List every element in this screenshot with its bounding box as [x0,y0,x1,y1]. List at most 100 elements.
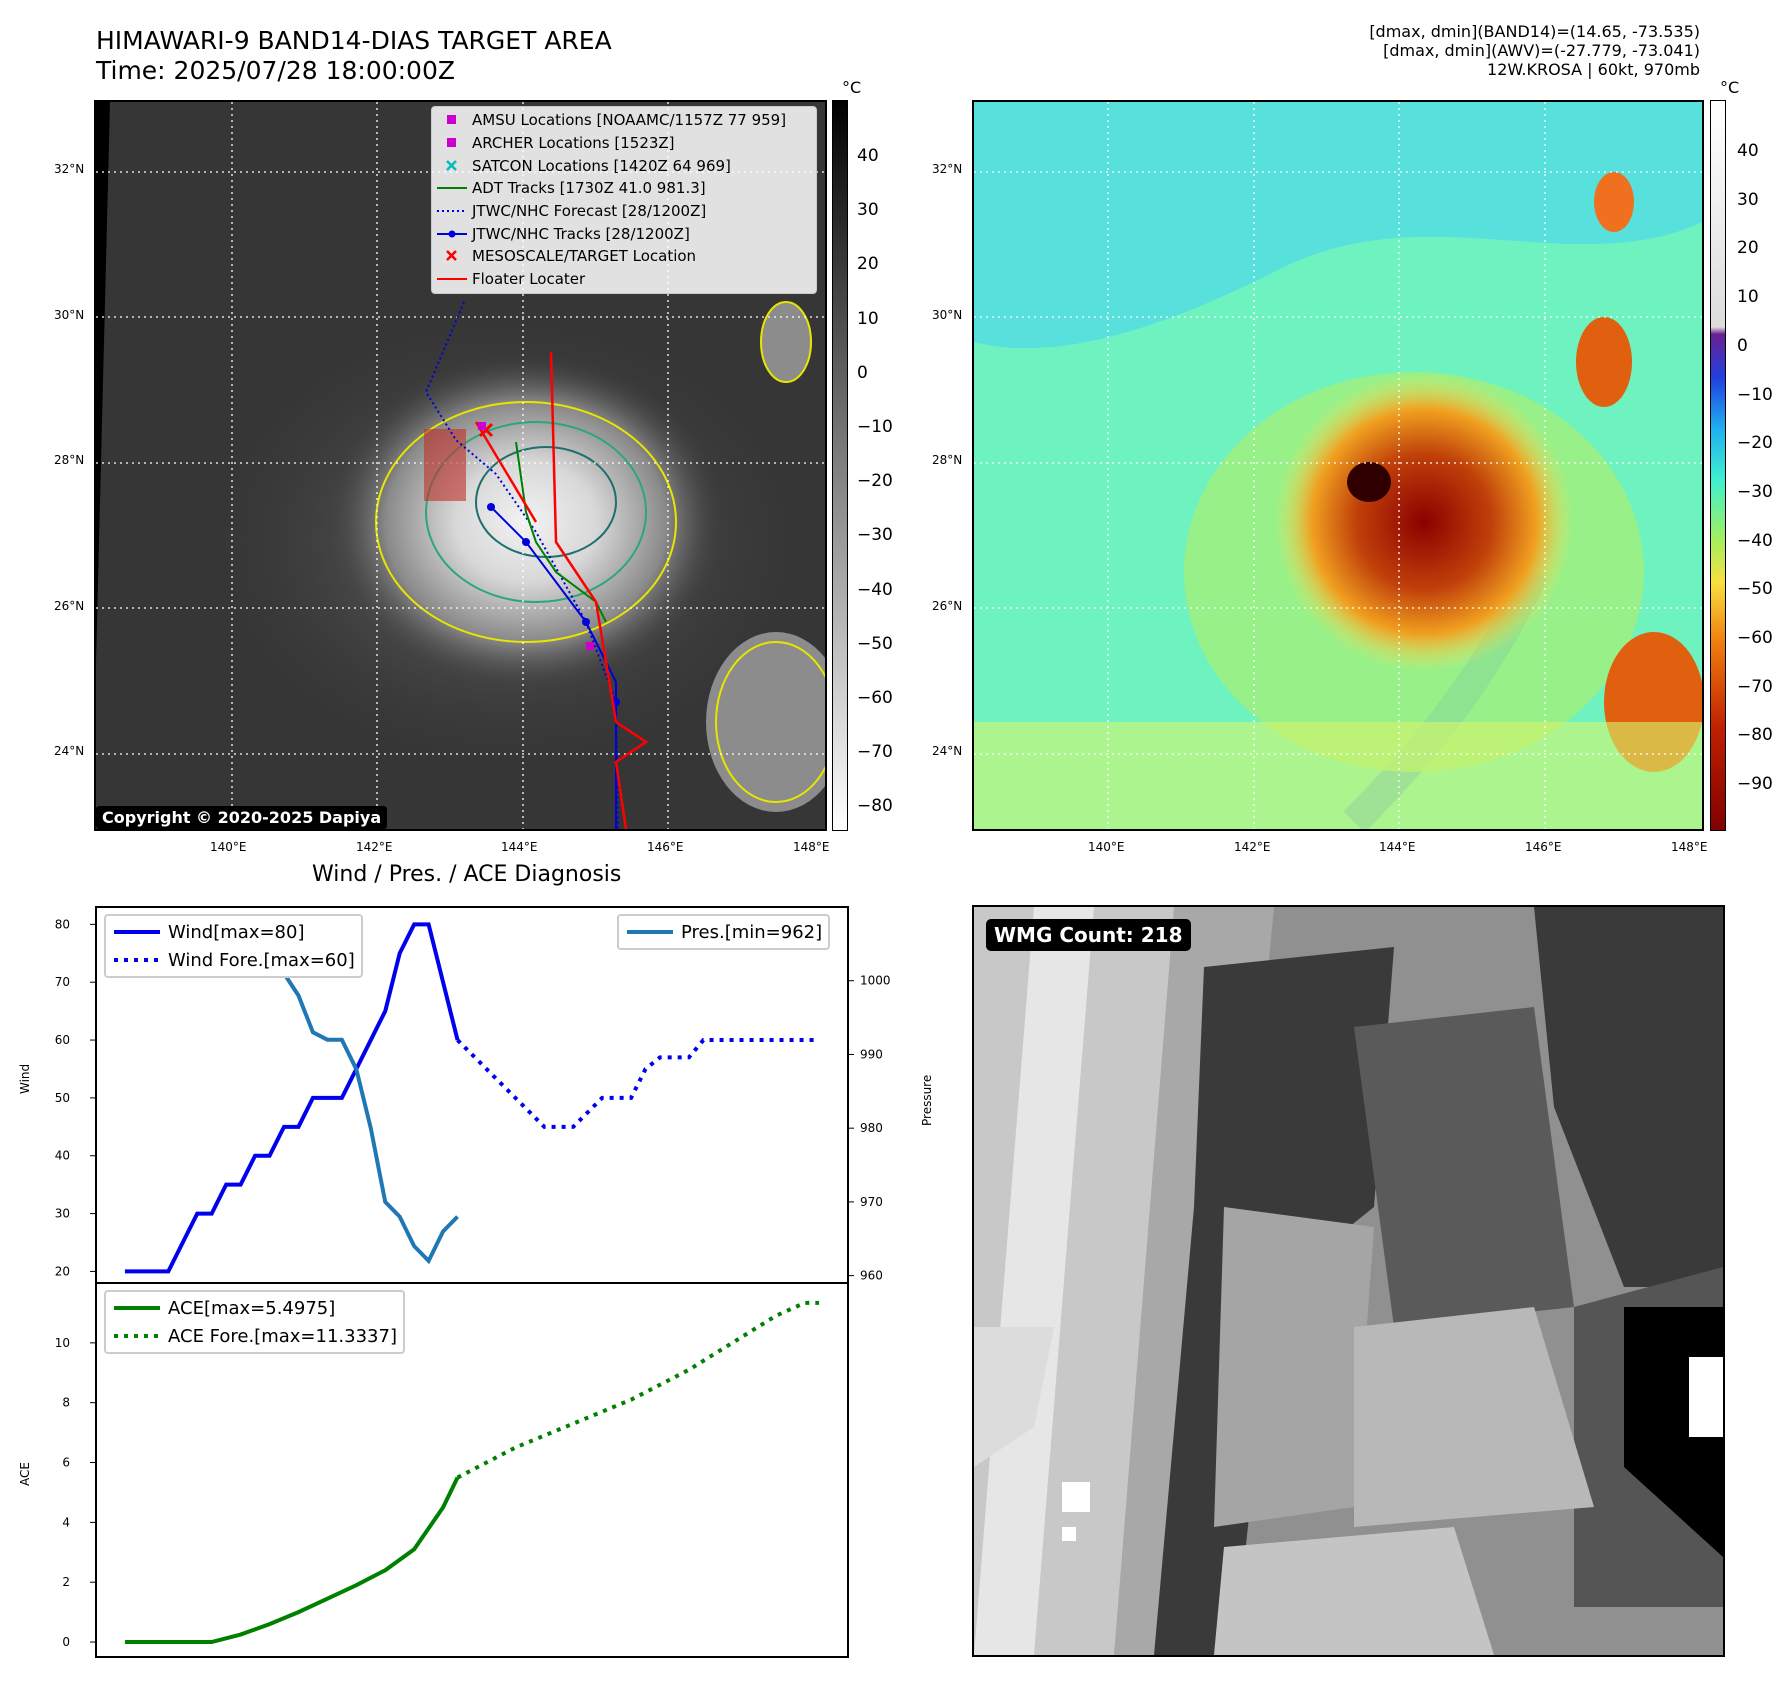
wmg-count-badge: WMG Count: 218 [986,919,1191,951]
colorbar-tick: −10 [1737,384,1773,405]
wind-fore-legend-label: Wind Fore.[max=60] [168,949,355,971]
pres-tick-label: 960 [860,1269,883,1283]
ir-colorbar [832,100,848,831]
colorbar-tick: −80 [1737,725,1773,746]
wv-colorbar-unit: °C [1720,78,1740,97]
wind-tick-label: 30 [55,1207,70,1221]
map-legend-label: JTWC/NHC Tracks [28/1200Z] [472,224,690,243]
lat-tick: 26°N [932,599,963,613]
legend-symbol-icon [432,250,472,262]
stats-header: [dmax, dmin](BAND14)=(14.65, -73.535) [d… [1369,22,1700,79]
legend-symbol-icon [432,159,472,172]
storm-info: 12W.KROSA | 60kt, 970mb [1487,60,1700,79]
lon-tick: 148°E [1671,840,1708,854]
map-legend-label: Floater Locater [472,270,586,289]
colorbar-tick: 30 [857,200,879,221]
map-legend-item: JTWC/NHC Forecast [28/1200Z] [432,200,816,223]
wind-legend: Wind[max=80] Wind Fore.[max=60] [104,914,363,978]
map-legend-label: ARCHER Locations [1523Z] [472,134,675,153]
pres-legend: Pres.[min=962] [617,914,831,950]
pres-tick-label: 1000 [860,974,891,988]
colorbar-tick: −30 [857,525,893,546]
colorbar-tick: 0 [1737,335,1748,356]
colorbar-tick: −40 [1737,530,1773,551]
wind-tick-label: 70 [55,975,70,989]
series-line [124,1476,460,1645]
colorbar-tick: −60 [857,688,893,708]
colorbar-tick: −40 [857,579,893,600]
map-legend-label: JTWC/NHC Forecast [28/1200Z] [472,202,707,221]
map-legend-item: JTWC/NHC Tracks [28/1200Z] [432,222,816,245]
map-legend: AMSU Locations [NOAAMC/1157Z 77 959] ARCH… [431,106,817,294]
lon-tick: 146°E [1525,840,1562,854]
lon-tick: 142°E [356,840,393,854]
map-legend-item: ADT Tracks [1730Z 41.0 981.3] [432,177,816,200]
lon-tick: 140°E [1088,840,1125,854]
wv-map-panel [972,100,1704,831]
pres-legend-label: Pres.[min=962] [681,921,823,943]
colorbar-tick: 30 [1737,189,1759,210]
ace-axis-label: ACE [18,1462,32,1486]
legend-symbol-icon [432,228,472,240]
lon-tick: 142°E [1234,840,1271,854]
legend-symbol-icon [432,114,472,126]
colorbar-tick: −50 [857,633,893,654]
colorbar-tick: −90 [1737,774,1773,795]
ace-tick-label: 8 [62,1396,70,1410]
awv-range: [dmax, dmin](AWV)=(-27.779, -73.041) [1383,41,1700,60]
ir-colorbar-unit: °C [842,78,862,97]
pressure-axis-label: Pressure [920,1074,934,1126]
wind-tick-label: 50 [55,1091,70,1105]
lon-tick: 140°E [210,840,247,854]
colorbar-tick: −80 [857,796,893,817]
pres-tick-label: 970 [860,1195,883,1209]
map-legend-label: SATCON Locations [1420Z 64 969] [472,156,731,175]
lon-tick: 146°E [647,840,684,854]
map-legend-label: MESOSCALE/TARGET Location [472,247,697,266]
lat-tick: 32°N [932,162,963,176]
colorbar-tick: −70 [1737,676,1773,697]
figure-title: HIMAWARI-9 BAND14-DIAS TARGET AREA Time:… [96,26,612,86]
lat-tick: 28°N [54,453,85,467]
title-line1: HIMAWARI-9 BAND14-DIAS TARGET AREA [96,26,612,55]
copyright-badge: Copyright © 2020-2025 Dapiya [96,806,388,829]
series-line [124,922,460,1274]
pres-tick-label: 980 [860,1121,883,1135]
lat-tick: 28°N [932,453,963,467]
ace-tick-label: 10 [55,1336,70,1350]
colorbar-tick: 40 [1737,141,1759,161]
lon-tick: 144°E [1379,840,1416,854]
wmg-image [974,907,1723,1655]
wind-axis-label: Wind [18,1063,32,1094]
ace-frame [95,1282,849,1658]
ace-legend-label: ACE[max=5.4975] [168,1297,336,1319]
ace-tick-label: 4 [62,1515,70,1529]
colorbar-tick: −70 [857,742,893,763]
lat-tick: 32°N [54,162,85,176]
lon-tick: 144°E [501,840,538,854]
pres-tick-label: 990 [860,1047,883,1061]
colorbar-tick: −20 [1737,433,1773,454]
lat-tick: 30°N [54,308,85,322]
ace-tick-label: 0 [62,1635,70,1649]
wv-map-image [974,102,1702,829]
colorbar-tick: −60 [1737,628,1773,648]
legend-symbol-icon [432,182,472,194]
colorbar-tick: 0 [857,362,868,383]
map-legend-item: ARCHER Locations [1523Z] [432,132,816,155]
colorbar-tick: 10 [857,308,879,329]
colorbar-tick: 20 [1737,238,1759,259]
colorbar-tick: −30 [1737,481,1773,502]
colorbar-tick: 20 [857,254,879,275]
colorbar-tick: −50 [1737,579,1773,600]
ace-tick-label: 6 [62,1456,70,1470]
diag-title: Wind / Pres. / ACE Diagnosis [312,862,622,887]
colorbar-tick: −20 [857,471,893,492]
map-legend-label: AMSU Locations [NOAAMC/1157Z 77 959] [472,111,787,130]
ace-fore-legend-label: ACE Fore.[max=11.3337] [168,1325,397,1347]
series-line [456,1300,820,1480]
band14-range: [dmax, dmin](BAND14)=(14.65, -73.535) [1369,22,1700,41]
map-legend-item: MESOSCALE/TARGET Location [432,245,816,268]
map-legend-label: ADT Tracks [1730Z 41.0 981.3] [472,179,706,198]
legend-symbol-icon [432,273,472,285]
